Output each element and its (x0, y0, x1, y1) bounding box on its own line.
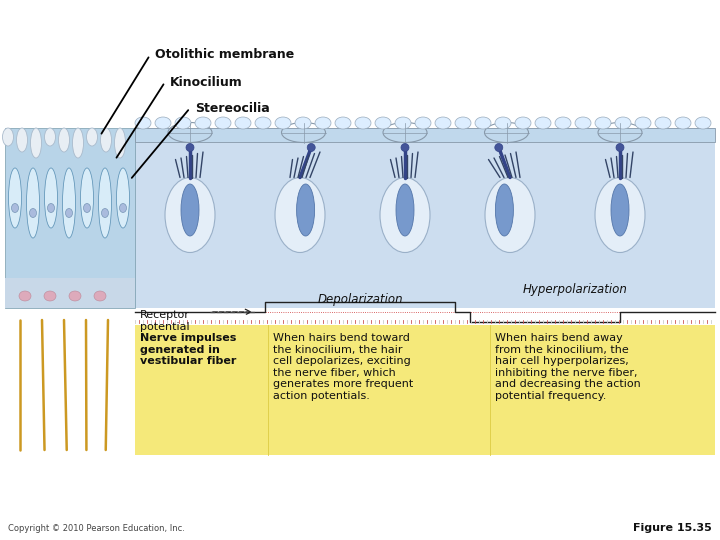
Ellipse shape (44, 291, 56, 301)
Ellipse shape (215, 117, 231, 129)
Ellipse shape (73, 128, 84, 158)
Ellipse shape (275, 117, 291, 129)
Circle shape (186, 144, 194, 152)
Ellipse shape (155, 117, 171, 129)
Ellipse shape (595, 117, 611, 129)
Ellipse shape (12, 204, 19, 213)
Ellipse shape (395, 117, 411, 129)
Text: Depolarization: Depolarization (318, 293, 402, 306)
Ellipse shape (81, 168, 94, 228)
Ellipse shape (120, 204, 127, 213)
Ellipse shape (19, 291, 31, 301)
Ellipse shape (27, 168, 40, 238)
Ellipse shape (611, 184, 629, 236)
Circle shape (616, 144, 624, 152)
Bar (135, 325, 715, 455)
Ellipse shape (30, 128, 42, 158)
Circle shape (401, 144, 409, 152)
Ellipse shape (675, 117, 691, 129)
Text: Figure 15.35: Figure 15.35 (634, 523, 712, 533)
Ellipse shape (275, 178, 325, 253)
Ellipse shape (58, 128, 70, 152)
Ellipse shape (297, 184, 315, 236)
Ellipse shape (255, 117, 271, 129)
Ellipse shape (30, 208, 37, 218)
Ellipse shape (195, 117, 211, 129)
Text: Receptor
potential: Receptor potential (140, 310, 190, 332)
Bar (5, 128, 135, 308)
Ellipse shape (375, 117, 391, 129)
Ellipse shape (635, 117, 651, 129)
Ellipse shape (63, 168, 76, 238)
Ellipse shape (615, 117, 631, 129)
Ellipse shape (135, 117, 151, 129)
Ellipse shape (181, 184, 199, 236)
Ellipse shape (2, 128, 14, 146)
Ellipse shape (17, 128, 27, 152)
Text: When hairs bend toward
the kinocilium, the hair
cell depolarizes, exciting
the n: When hairs bend toward the kinocilium, t… (273, 333, 413, 401)
Ellipse shape (86, 128, 97, 146)
Bar (135, 128, 715, 308)
Ellipse shape (114, 128, 125, 158)
Text: Copyright © 2010 Pearson Education, Inc.: Copyright © 2010 Pearson Education, Inc. (8, 524, 185, 533)
Ellipse shape (66, 208, 73, 218)
Ellipse shape (415, 117, 431, 129)
Ellipse shape (315, 117, 331, 129)
Ellipse shape (475, 117, 491, 129)
Ellipse shape (84, 204, 91, 213)
Ellipse shape (101, 128, 112, 152)
Bar (5, 278, 135, 308)
Ellipse shape (695, 117, 711, 129)
Text: Otolithic membrane: Otolithic membrane (155, 49, 294, 62)
Ellipse shape (45, 168, 58, 228)
Ellipse shape (435, 117, 451, 129)
Text: Kinocilium: Kinocilium (170, 76, 243, 89)
Ellipse shape (655, 117, 671, 129)
Ellipse shape (69, 291, 81, 301)
Ellipse shape (295, 117, 311, 129)
Circle shape (307, 144, 315, 152)
Ellipse shape (485, 178, 535, 253)
Ellipse shape (102, 208, 109, 218)
Ellipse shape (235, 117, 251, 129)
Ellipse shape (535, 117, 551, 129)
Ellipse shape (515, 117, 531, 129)
Ellipse shape (165, 178, 215, 253)
Ellipse shape (455, 117, 471, 129)
Ellipse shape (335, 117, 351, 129)
Ellipse shape (45, 128, 55, 146)
Ellipse shape (175, 117, 191, 129)
Ellipse shape (117, 168, 130, 228)
Text: Nerve impulses
generated in
vestibular fiber: Nerve impulses generated in vestibular f… (140, 333, 236, 366)
Text: When hairs bend away
from the kinocilium, the
hair cell hyperpolarizes,
inhibiti: When hairs bend away from the kinocilium… (495, 333, 641, 401)
Ellipse shape (555, 117, 571, 129)
Ellipse shape (48, 204, 55, 213)
Ellipse shape (380, 178, 430, 253)
Circle shape (495, 144, 503, 152)
Text: Hyperpolarization: Hyperpolarization (523, 283, 627, 296)
Ellipse shape (575, 117, 591, 129)
Text: Stereocilia: Stereocilia (195, 102, 270, 114)
Ellipse shape (495, 117, 511, 129)
Ellipse shape (396, 184, 414, 236)
Bar (135, 128, 715, 142)
Ellipse shape (9, 168, 22, 228)
Ellipse shape (94, 291, 106, 301)
Ellipse shape (355, 117, 371, 129)
Ellipse shape (99, 168, 112, 238)
Ellipse shape (495, 184, 513, 236)
Ellipse shape (595, 178, 645, 253)
